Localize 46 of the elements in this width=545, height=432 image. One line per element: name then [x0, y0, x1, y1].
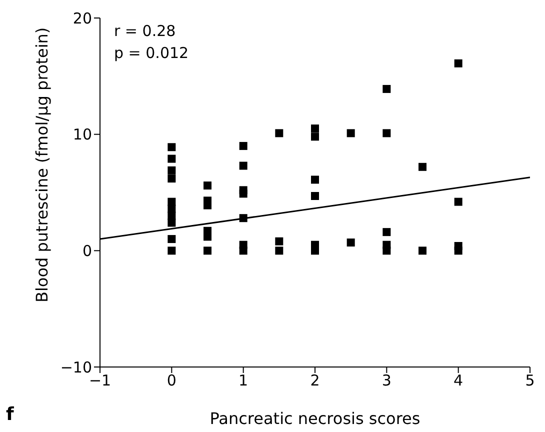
point	[311, 176, 319, 184]
point	[346, 238, 355, 247]
annotation: r = 0.28	[114, 22, 176, 40]
point	[168, 246, 176, 255]
point	[168, 143, 176, 152]
y-tick-label: 10	[72, 126, 92, 144]
point	[239, 162, 248, 170]
point	[168, 218, 176, 227]
point	[204, 246, 212, 255]
point	[382, 129, 391, 138]
point	[454, 198, 462, 206]
point	[418, 246, 426, 255]
x-tick-label: 4	[454, 372, 464, 390]
y-tick-label: 0	[82, 242, 92, 260]
x-tick-label: 2	[310, 372, 320, 390]
point	[418, 162, 426, 171]
point	[239, 142, 248, 150]
point	[311, 132, 319, 141]
point	[168, 174, 176, 183]
point	[275, 129, 284, 138]
point	[454, 246, 462, 255]
point	[311, 192, 319, 200]
point	[239, 246, 248, 255]
point	[168, 166, 176, 174]
point	[454, 59, 462, 68]
text: f	[6, 404, 14, 425]
point	[168, 235, 176, 244]
y-axis-title: Blood putrescine (fmol/µg protein)	[32, 27, 52, 302]
y-tick-label: 20	[72, 9, 92, 28]
x-tick-label: 1	[238, 372, 248, 390]
point	[382, 228, 391, 236]
point	[382, 84, 391, 93]
point	[275, 237, 284, 246]
point	[346, 129, 355, 138]
point	[204, 182, 212, 190]
point	[168, 154, 176, 163]
x-tick-label: 5	[525, 372, 535, 390]
point	[311, 124, 319, 133]
point	[239, 190, 248, 198]
point	[275, 246, 284, 255]
point	[239, 214, 248, 222]
annotation: p = 0.012	[114, 44, 189, 62]
x-tick-label: 3	[382, 372, 392, 390]
x-tick-label: 0	[166, 372, 176, 390]
x-axis-title: Pancreatic necrosis scores	[210, 409, 420, 428]
point	[382, 246, 391, 255]
